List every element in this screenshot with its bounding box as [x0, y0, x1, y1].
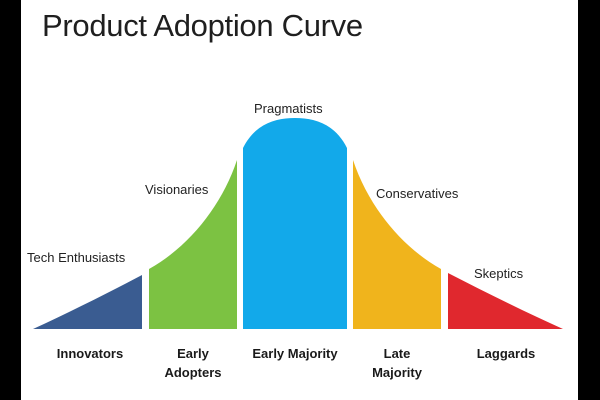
segment-early-majority — [243, 118, 347, 329]
stage-early-adopters-line-2: Adopters — [164, 365, 222, 380]
segment-early-adopters — [149, 160, 237, 329]
stage-late-majority-line-1: Late — [383, 346, 411, 361]
segment-innovators — [33, 275, 142, 329]
stage-early-majority-line: Early Majority — [252, 346, 338, 361]
stage-innovators-line: Innovators — [56, 346, 124, 361]
stage-early-adopters: Early Adopters — [143, 344, 243, 382]
stage-innovators: Innovators — [40, 344, 140, 363]
persona-laggards: Skeptics — [474, 266, 524, 281]
persona-innovators: Tech Enthusiasts — [27, 250, 126, 265]
segment-late-majority — [353, 160, 441, 329]
persona-late-majority: Conservatives — [376, 186, 459, 201]
stage-early-majority: Early Majority — [240, 344, 350, 363]
stage-late-majority: Late Majority — [347, 344, 447, 382]
segment-laggards — [448, 273, 563, 329]
persona-early-adopters: Visionaries — [145, 182, 209, 197]
stage-late-majority-line-2: Majority — [372, 365, 422, 380]
stage-early-adopters-line-1: Early — [177, 346, 209, 361]
stage-laggards-line: Laggards — [476, 346, 536, 361]
persona-early-majority: Pragmatists — [254, 101, 323, 116]
stage-laggards: Laggards — [456, 344, 556, 363]
diagram-title: Product Adoption Curve — [42, 8, 363, 43]
